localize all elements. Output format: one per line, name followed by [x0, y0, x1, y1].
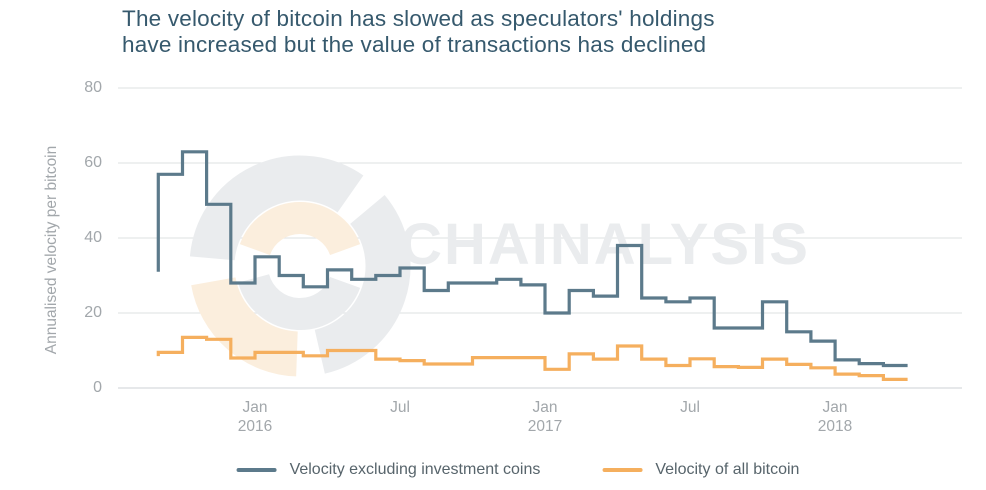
watermark-logo-arc: [189, 155, 364, 262]
x-tick-label-Jul: Jul: [390, 399, 410, 416]
chart-title-line1: The velocity of bitcoin has slowed as sp…: [122, 6, 715, 31]
y-tick-label-0: 0: [93, 379, 102, 396]
legend-item-velocity-excluding-investment-coins: Velocity excluding investment coins: [236, 461, 541, 479]
watermark-text: CHAINALYSIS: [400, 212, 810, 277]
x-tick-label-Jan-2018: Jan 2018: [817, 399, 853, 435]
legend-label: Velocity of all bitcoin: [655, 461, 800, 478]
x-tick-label-Jan-2017: Jan 2017: [527, 399, 563, 435]
y-tick-label-60: 60: [84, 154, 102, 171]
series-line-all-bitcoin: [156, 335, 908, 381]
watermark-logo-arc: [313, 194, 411, 374]
chart-title-line2: have increased but the value of transact…: [122, 32, 707, 57]
y-tick-label-80: 80: [84, 79, 102, 96]
y-tick-label-40: 40: [84, 229, 102, 246]
legend-item-velocity-of-all-bitcoin: Velocity of all bitcoin: [602, 461, 799, 479]
watermark-logo-arc: [238, 273, 361, 330]
y-tick-label-20: 20: [84, 304, 102, 321]
legend-swatch-orange-line: [602, 468, 643, 472]
series-line-excluding-investment-coins: [156, 150, 908, 368]
watermark-logo-arc: [239, 202, 361, 256]
chart-title: The velocity of bitcoin has slowed as sp…: [122, 6, 862, 58]
legend-swatch-dark-line: [236, 468, 277, 472]
x-tick-label-Jul: Jul: [680, 399, 700, 416]
legend: Velocity excluding investment coins Velo…: [236, 461, 799, 479]
x-tick-label-Jan-2016: Jan 2016: [237, 399, 273, 435]
legend-label: Velocity excluding investment coins: [289, 461, 541, 478]
